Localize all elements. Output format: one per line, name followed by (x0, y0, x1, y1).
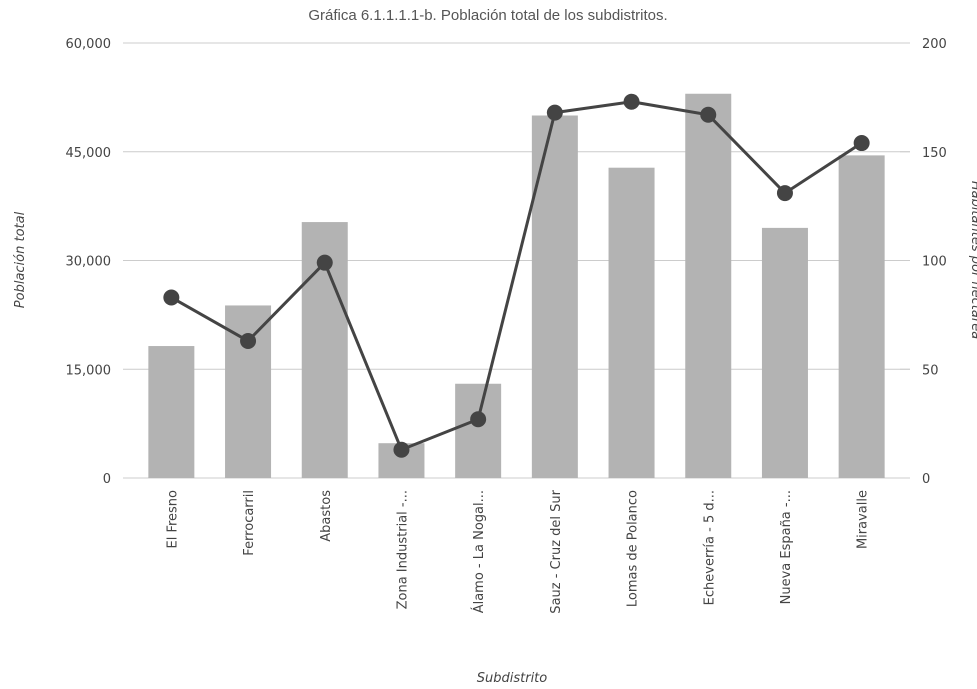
line (170, 100, 863, 452)
x-tick-label: Lomas de Polanco (626, 490, 641, 607)
point (470, 411, 487, 428)
point (316, 254, 333, 271)
point (776, 185, 793, 202)
point (700, 106, 717, 123)
bar (148, 346, 195, 478)
y2-tick-label: 50 (922, 363, 939, 378)
y-tick-label: 60,000 (66, 37, 112, 52)
x-tick-label: Álamo - La Nogal... (471, 490, 487, 613)
x-tick-label: Abastos (319, 490, 334, 542)
y-tick-label: 30,000 (66, 255, 112, 270)
y-tick-label: 0 (103, 472, 111, 487)
x-tick-label: Zona Industrial -... (395, 490, 410, 609)
bar (761, 227, 808, 478)
y2-tick-label: 100 (922, 255, 947, 270)
bar (685, 93, 732, 478)
y2-tick-label: 0 (922, 472, 930, 487)
chart-title: Gráfica 6.1.1.1.1-b. Población total de … (308, 7, 667, 24)
x-tick-label: Nueva España -... (779, 490, 794, 604)
x-tick-label: Ferrocarril (242, 490, 257, 556)
bar (455, 383, 502, 478)
point (163, 289, 180, 306)
point (853, 135, 870, 152)
x-axis-title: Subdistrito (477, 671, 548, 686)
y2-tick-label: 150 (922, 146, 947, 161)
x-tick-label: El Fresno (165, 490, 180, 549)
point (393, 441, 410, 458)
y-axis-title: Población total (13, 211, 28, 308)
x-tick-label: Echeverría - 5 d... (702, 490, 717, 605)
bar (838, 155, 885, 478)
point (546, 104, 563, 121)
y2-axis-title: Habitantes por hectárea (968, 181, 977, 339)
y-tick-label: 15,000 (66, 363, 112, 378)
x-tick-label: Sauz - Cruz del Sur (549, 489, 564, 613)
point (623, 93, 640, 110)
y-tick-label: 45,000 (66, 146, 112, 161)
point (240, 332, 257, 349)
bar (531, 115, 578, 478)
bar (608, 167, 655, 478)
x-tick-label: Miravalle (856, 490, 871, 549)
y2-tick-label: 200 (922, 37, 947, 52)
